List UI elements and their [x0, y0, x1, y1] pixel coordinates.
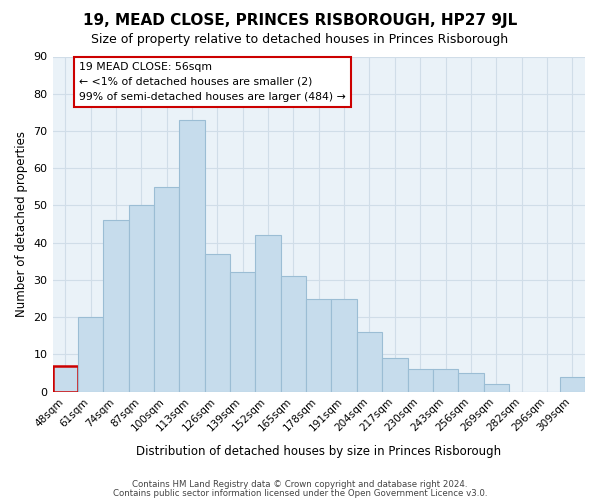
- Text: 19 MEAD CLOSE: 56sqm
← <1% of detached houses are smaller (2)
99% of semi-detach: 19 MEAD CLOSE: 56sqm ← <1% of detached h…: [79, 62, 346, 102]
- Bar: [560, 377, 585, 392]
- Bar: [128, 206, 154, 392]
- Y-axis label: Number of detached properties: Number of detached properties: [15, 131, 28, 317]
- Bar: [458, 373, 484, 392]
- Text: Contains HM Land Registry data © Crown copyright and database right 2024.: Contains HM Land Registry data © Crown c…: [132, 480, 468, 489]
- Bar: [382, 358, 407, 392]
- Bar: [205, 254, 230, 392]
- Bar: [357, 332, 382, 392]
- Bar: [103, 220, 128, 392]
- Bar: [433, 370, 458, 392]
- Bar: [407, 370, 433, 392]
- Text: Size of property relative to detached houses in Princes Risborough: Size of property relative to detached ho…: [91, 32, 509, 46]
- Bar: [484, 384, 509, 392]
- Bar: [281, 276, 306, 392]
- Bar: [53, 366, 78, 392]
- Bar: [154, 187, 179, 392]
- Bar: [306, 298, 331, 392]
- Text: 19, MEAD CLOSE, PRINCES RISBOROUGH, HP27 9JL: 19, MEAD CLOSE, PRINCES RISBOROUGH, HP27…: [83, 12, 517, 28]
- X-axis label: Distribution of detached houses by size in Princes Risborough: Distribution of detached houses by size …: [136, 444, 502, 458]
- Text: Contains public sector information licensed under the Open Government Licence v3: Contains public sector information licen…: [113, 488, 487, 498]
- Bar: [78, 317, 103, 392]
- Bar: [179, 120, 205, 392]
- Bar: [256, 236, 281, 392]
- Bar: [230, 272, 256, 392]
- Bar: [331, 298, 357, 392]
